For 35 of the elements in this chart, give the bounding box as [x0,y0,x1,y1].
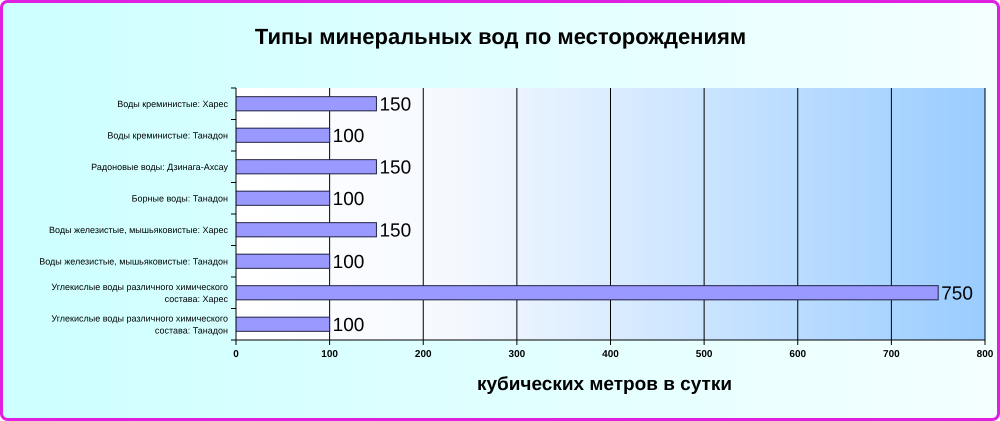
y-tick-label: Радоновые воды: Дзинага-Ахсау [91,162,228,172]
data-label: 150 [379,94,412,116]
x-tick-label: 700 [883,349,900,360]
chart-title: Типы минеральных вод по месторождениям [254,24,746,49]
x-axis-title: кубических метров в сутки [476,374,732,395]
bar [236,316,330,332]
x-tick-label: 800 [976,349,994,360]
x-tick-label: 300 [508,349,526,360]
bar [236,96,377,112]
data-label: 150 [379,220,412,242]
bar [236,159,377,174]
y-tick-label: Воды креминистые: Харес [117,98,228,109]
y-tick-label: Углекислые воды различного химического состава: Танадон [51,313,228,336]
data-label: 100 [332,252,364,274]
data-label: 100 [332,315,364,336]
data-label: 750 [941,284,973,305]
data-label: 100 [332,126,364,148]
x-tick-label: 0 [233,349,240,360]
x-tick-label: 400 [602,349,620,360]
y-tick-label: Воды железистые, мышьяковистые: Харес [49,224,228,235]
bar [236,128,330,143]
x-tick-label: 500 [696,349,713,360]
y-tick-label: Воды креминистые: Танадон [107,130,228,140]
data-label: 100 [332,189,364,210]
y-tick-label: Борные воды: Танадон [132,193,228,204]
x-tick-label: 100 [321,349,338,360]
bar [236,190,330,206]
bar [236,222,377,238]
x-tick-label: 600 [789,349,807,360]
y-tick-label: Воды железистые, мышьяковистые: Танадон [39,256,228,266]
x-tick-label: 200 [414,349,432,360]
data-label: 150 [379,158,412,179]
y-tick-label: Углекислые воды различного химического состава: Харес [51,282,228,304]
bar [236,254,330,269]
bar [236,285,939,300]
